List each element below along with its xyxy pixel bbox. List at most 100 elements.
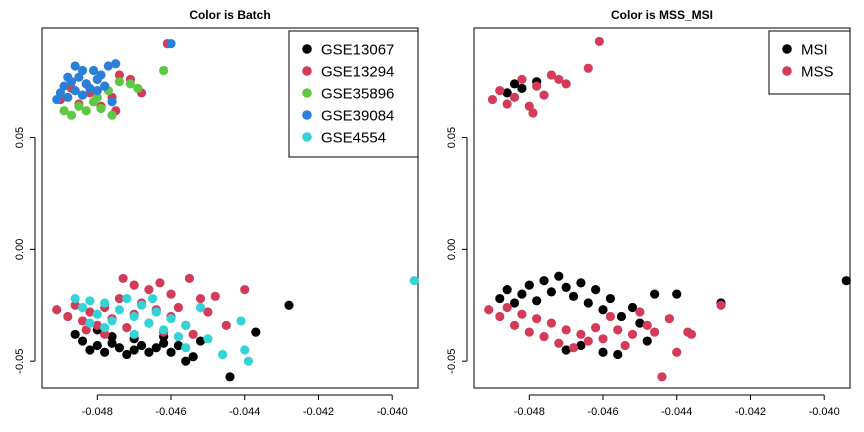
data-point-mss [546, 318, 557, 328]
data-point-msi [524, 280, 534, 290]
data-point-gse39084 [70, 61, 80, 71]
data-point-gse13294 [195, 293, 206, 304]
data-point-mss [495, 311, 505, 322]
data-point-gse13067 [173, 340, 183, 351]
data-point-msi [554, 271, 564, 281]
data-point-gse13294 [221, 320, 231, 330]
data-point-gse13294 [122, 323, 132, 333]
data-point-gse13067 [70, 329, 80, 339]
data-point-gse4554 [159, 325, 169, 335]
y-tick-label: -0.05 [446, 349, 458, 374]
data-point-msi [616, 311, 627, 322]
data-point-gse4554 [409, 276, 419, 286]
data-point-mss [509, 92, 520, 102]
data-point-gse4554 [114, 305, 125, 315]
data-point-gse13067 [122, 349, 132, 360]
x-tick-label: -0.042 [735, 406, 766, 418]
data-point-msi [502, 285, 512, 295]
data-point-gse13067 [159, 338, 169, 348]
data-point-gse13294 [114, 293, 125, 304]
x-tick-label: -0.048 [514, 406, 545, 418]
data-point-msi [598, 305, 608, 315]
data-point-msi [509, 79, 520, 89]
data-point-gse13067 [284, 300, 294, 310]
data-point-gse35896 [81, 106, 91, 116]
data-point-gse39084 [59, 81, 69, 91]
legend-marker-mss [782, 66, 792, 76]
data-point-mss [635, 307, 645, 317]
data-point-msi [561, 345, 571, 355]
data-point-mss [539, 90, 549, 100]
data-point-gse4554 [144, 318, 154, 328]
data-point-gse35896 [66, 110, 77, 120]
data-point-gse4554 [240, 345, 250, 355]
data-point-msi [672, 289, 682, 299]
data-point-gse13294 [81, 325, 91, 335]
legend-label: GSE13294 [321, 64, 394, 81]
data-point-mss [576, 329, 586, 339]
data-point-gse4554 [85, 296, 95, 306]
data-point-gse39084 [70, 86, 80, 96]
data-point-gse13294 [52, 305, 62, 315]
data-point-mss [487, 94, 498, 105]
data-point-mss [594, 36, 604, 47]
data-point-mss [509, 320, 520, 330]
data-point-gse39084 [85, 83, 95, 93]
data-point-gse4554 [173, 331, 183, 342]
data-point-gse4554 [243, 356, 254, 366]
data-point-mss [683, 327, 693, 337]
data-point-gse4554 [100, 298, 110, 308]
data-point-gse4554 [77, 302, 88, 313]
data-point-gse13067 [100, 347, 110, 357]
plot-frame-2 [473, 27, 851, 389]
data-point-gse39084 [89, 65, 99, 76]
data-point-mss [502, 99, 512, 109]
data-point-gse13067 [85, 345, 95, 355]
data-point-gse39084 [77, 65, 88, 76]
legend-marker-gse13067 [302, 44, 312, 54]
data-point-gse4554 [70, 293, 80, 304]
data-point-msi [598, 347, 608, 357]
data-point-gse4554 [136, 300, 147, 310]
data-point-mss [657, 372, 667, 382]
data-point-gse13294 [77, 316, 88, 326]
data-point-gse13294 [166, 289, 176, 299]
data-point-gse13294 [210, 291, 220, 301]
data-point-gse39084 [166, 39, 176, 49]
data-point-mss [532, 81, 542, 91]
data-point-msi [841, 276, 851, 286]
data-point-msi [576, 278, 586, 288]
data-point-gse4554 [218, 349, 228, 360]
data-point-msi [591, 285, 601, 295]
data-point-gse13294 [144, 285, 154, 295]
data-point-mss [598, 334, 608, 344]
data-point-gse4554 [122, 293, 132, 304]
data-point-gse4554 [147, 293, 158, 304]
data-point-mss [539, 331, 549, 342]
data-point-gse39084 [55, 88, 66, 98]
data-point-gse39084 [111, 59, 121, 69]
data-point-gse4554 [92, 309, 102, 319]
plot-frame-1 [41, 27, 419, 389]
data-point-mss [546, 70, 557, 80]
data-point-mss [716, 300, 726, 310]
data-point-gse4554 [236, 316, 246, 326]
data-point-gse13067 [114, 343, 125, 353]
data-point-mss [484, 305, 494, 315]
x-tick-label: -0.042 [303, 406, 334, 418]
data-point-msi [605, 293, 615, 304]
legend-marker-gse35896 [302, 88, 312, 98]
data-point-gse13067 [136, 340, 147, 351]
legend-label: GSE13067 [321, 42, 394, 59]
x-tick-label: -0.046 [587, 406, 618, 418]
data-point-gse13067 [251, 327, 261, 337]
chart-title-2: Color is MSS_MSI [611, 8, 713, 22]
data-point-gse4554 [195, 302, 206, 313]
data-point-gse13294 [118, 273, 128, 284]
x-tick-label: -0.046 [155, 406, 186, 418]
data-point-gse13294 [240, 285, 250, 295]
data-point-mss [561, 79, 571, 89]
data-point-gse13067 [107, 338, 117, 348]
data-point-mss [554, 338, 564, 348]
data-point-mss [620, 340, 630, 351]
